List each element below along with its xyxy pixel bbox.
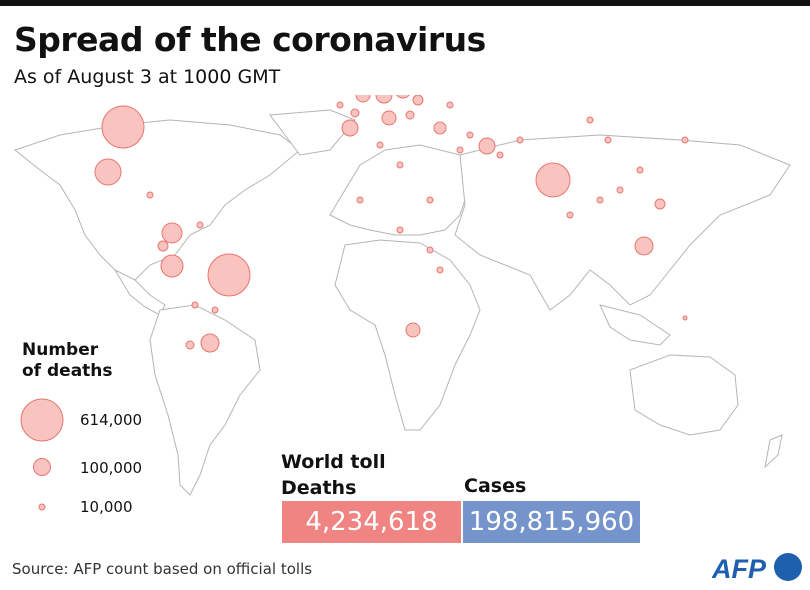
death-bubble (396, 161, 404, 169)
death-bubble (396, 95, 410, 99)
death-bubble (146, 191, 154, 199)
world-map (13, 95, 791, 511)
death-bubble (161, 222, 183, 244)
death-bubble (381, 110, 397, 126)
death-bubble (433, 121, 447, 135)
death-bubble (207, 253, 251, 297)
death-bubble (185, 340, 195, 350)
death-bubble (516, 136, 524, 144)
death-bubble (211, 306, 219, 314)
source-note: Source: AFP count based on official toll… (12, 560, 313, 578)
death-bubble (350, 108, 360, 118)
europe (329, 144, 471, 236)
death-bubble (566, 211, 574, 219)
greenland (269, 109, 356, 156)
death-bubble (496, 151, 504, 159)
death-bubble (341, 119, 359, 137)
death-bubble (94, 158, 122, 186)
north-america (13, 119, 301, 281)
southeast-asia (599, 304, 671, 346)
death-bubble (375, 95, 393, 104)
deaths-label: Deaths (281, 477, 357, 499)
australia (629, 354, 739, 436)
legend-label-small: 10,000 (80, 498, 133, 516)
death-bubbles (94, 95, 689, 353)
cases-value: 198,815,960 (463, 501, 640, 543)
death-bubble (356, 196, 364, 204)
legend-bubble (20, 398, 64, 442)
legend-label-large: 614,000 (80, 411, 143, 429)
legend-title-line1: Number (22, 340, 99, 360)
new-zealand (764, 434, 783, 469)
death-bubble (196, 221, 204, 229)
page-subtitle: As of August 3 at 1000 GMT (14, 66, 281, 88)
death-bubble (466, 131, 474, 139)
death-bubble (436, 266, 444, 274)
death-bubble (681, 136, 689, 144)
death-bubble (426, 196, 434, 204)
death-bubble (200, 333, 220, 353)
death-bubble (396, 226, 404, 234)
cases-label: Cases (464, 475, 527, 497)
world-toll-title: World toll (281, 451, 386, 473)
world-toll-heading: World toll Deaths (281, 449, 386, 501)
death-bubble (412, 95, 424, 106)
death-bubble (191, 301, 199, 309)
death-bubble (634, 236, 654, 256)
legend-label-medium: 100,000 (80, 459, 143, 477)
death-bubble (160, 254, 184, 278)
death-bubble (535, 162, 571, 198)
death-bubble (586, 116, 594, 124)
death-bubble (355, 95, 371, 103)
legend-title: Number of deaths (22, 340, 113, 382)
death-bubble (446, 101, 454, 109)
central-america (113, 268, 166, 316)
death-bubble (405, 322, 421, 338)
top-bar (0, 0, 810, 6)
legend-bubble (33, 458, 51, 476)
deaths-value: 4,234,618 (282, 501, 461, 543)
death-bubble (604, 136, 612, 144)
south-america (149, 304, 261, 496)
death-bubble (596, 196, 604, 204)
legend-title-line2: of deaths (22, 361, 113, 381)
death-bubble (636, 166, 644, 174)
legend-bubble (38, 503, 46, 511)
afp-logo: AFP (712, 553, 802, 584)
death-bubble (478, 137, 496, 155)
land-outlines (13, 109, 791, 496)
asia (454, 134, 791, 311)
death-bubble (682, 315, 688, 321)
svg-text:AFP: AFP (712, 554, 767, 584)
death-bubble (376, 141, 384, 149)
death-bubble (654, 198, 666, 210)
page-title: Spread of the coronavirus (14, 20, 486, 59)
death-bubble (157, 240, 169, 252)
death-bubble (101, 105, 145, 149)
death-bubble (336, 101, 344, 109)
death-bubble (456, 146, 464, 154)
legend-bubbles (20, 398, 64, 511)
death-bubble (405, 110, 415, 120)
death-bubble (616, 186, 624, 194)
death-bubble (426, 246, 434, 254)
